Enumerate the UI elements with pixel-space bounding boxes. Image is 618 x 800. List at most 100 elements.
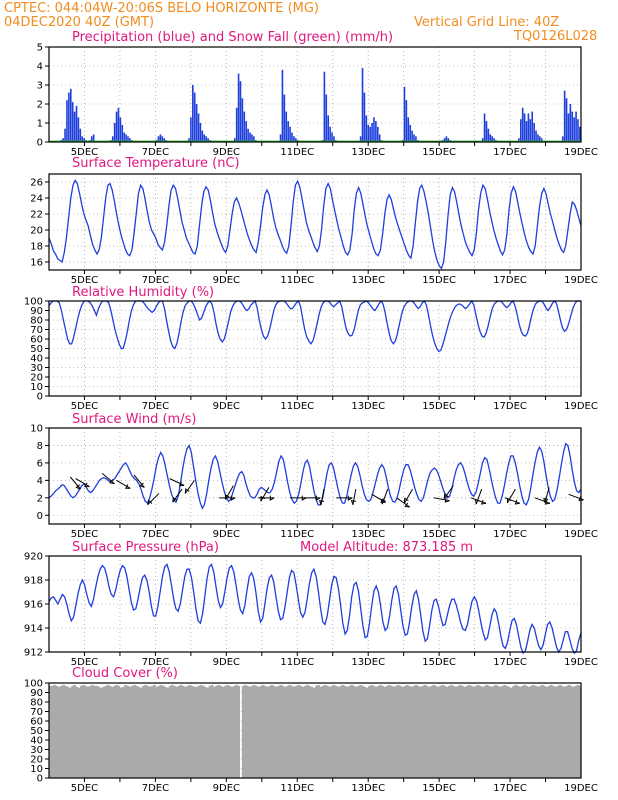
cloud-bar <box>481 686 484 778</box>
precip-bar <box>281 69 284 142</box>
wind-arrow <box>404 488 413 504</box>
rh-line <box>48 299 581 353</box>
precip-bar <box>537 134 539 142</box>
cloud-bar <box>177 685 181 778</box>
cloud-bar <box>248 686 252 778</box>
wind-frame <box>48 427 582 525</box>
cloud-bar <box>235 684 238 778</box>
pressure-line <box>48 563 582 655</box>
cloud-bar <box>421 685 425 778</box>
rh-ytick-label: 20 <box>30 373 43 384</box>
wind-arrow-head <box>543 497 549 503</box>
precip-bar <box>361 67 364 142</box>
wind-arrow-head <box>404 497 409 503</box>
precip-bar <box>365 115 368 142</box>
precip-bar <box>199 123 202 142</box>
cloud-bar <box>195 686 198 778</box>
rh-ytick-label: 90 <box>30 306 43 317</box>
pressure-date-label: 19DEC <box>564 657 598 668</box>
cloud-bar <box>368 685 371 778</box>
cloud-bar <box>525 685 529 778</box>
precip-bar <box>579 126 581 142</box>
temp-date-label: 19DEC <box>564 275 598 286</box>
cloud-bar <box>414 684 418 778</box>
cloud-bar <box>122 686 125 778</box>
precip-bar <box>71 102 74 142</box>
cloud-bar <box>162 685 165 778</box>
pressure-date-label: 5DEC <box>71 657 98 668</box>
precip-bar <box>525 121 528 142</box>
wind-ytick-label: 0 <box>37 511 43 522</box>
precip-date-label: 17DEC <box>493 147 527 158</box>
cloud-bar <box>385 685 389 778</box>
precip-bar <box>415 136 417 142</box>
cloud-bar <box>102 686 105 778</box>
cloud-bar <box>465 685 469 778</box>
precip-bar <box>111 136 114 142</box>
precip-bar <box>83 138 85 142</box>
precip-bar <box>241 98 244 142</box>
cloud-bar <box>117 685 121 778</box>
temp-date-label: 13DEC <box>351 275 385 286</box>
cloud-bar <box>164 686 167 778</box>
wind-ytick-label: 6 <box>37 458 43 469</box>
wind-arrow-head <box>269 495 275 501</box>
precip-ytick-label: 5 <box>37 43 43 54</box>
cloud-bar <box>241 685 245 778</box>
cloud-bar <box>224 685 227 778</box>
cloud-bar <box>541 684 544 778</box>
wind-arrow <box>381 488 389 505</box>
cloud-bar <box>84 685 88 778</box>
cloud-bar <box>182 685 185 778</box>
wind-arrow <box>172 488 183 503</box>
wind-arrow <box>116 479 131 489</box>
cloud-bar <box>188 684 192 778</box>
cloud-bar <box>111 686 114 778</box>
precip-bar <box>575 111 577 142</box>
cloud-bar <box>261 684 265 778</box>
wind-arrow <box>184 480 195 494</box>
cloud-bar <box>133 684 136 778</box>
cloud-bar <box>217 684 221 778</box>
rh-ytick-label: 10 <box>30 382 43 393</box>
cloud-bar <box>383 686 387 778</box>
precip-bar <box>376 126 379 142</box>
cloud-bar <box>563 686 566 778</box>
cloud-bar <box>554 686 558 778</box>
cloud-bar <box>228 685 232 778</box>
cloud-date-label: 19DEC <box>564 783 598 794</box>
wind-arrow <box>224 485 234 500</box>
wind-arrow-head <box>315 495 321 501</box>
cloud-bar <box>270 684 274 778</box>
precip-bar <box>253 136 255 142</box>
precip-bar <box>518 138 520 142</box>
wind-arrow-head <box>514 499 520 505</box>
cloud-ytick-label: 50 <box>30 726 43 737</box>
cloud-bar <box>470 685 473 778</box>
rh-ytick-label: 100 <box>24 297 43 308</box>
precip-bar <box>577 119 579 142</box>
cloud-bar <box>201 685 205 778</box>
cloud-bar <box>401 686 405 778</box>
rh-date-label: 7DEC <box>142 401 169 412</box>
cloud-bar <box>514 684 518 778</box>
wind-title: Surface Wind (m/s) <box>72 412 196 427</box>
cloud-ytick-label: 70 <box>30 707 43 718</box>
cloud-bar <box>359 684 362 778</box>
cloud-bar <box>113 685 116 778</box>
precip-bar <box>359 136 362 142</box>
precip-date-label: 15DEC <box>422 147 456 158</box>
cloud-bar <box>388 684 391 778</box>
wind-date-label: 5DEC <box>71 529 98 540</box>
wind-arrow <box>506 488 516 504</box>
rh-ytick-label: 70 <box>30 325 43 336</box>
cloud-date-label: 13DEC <box>351 783 385 794</box>
cloud-bar <box>93 685 96 778</box>
cloud-ytick-label: 0 <box>37 774 43 785</box>
cloud-bar <box>321 685 325 778</box>
cloud-bar <box>408 685 411 778</box>
rh-date-label: 11DEC <box>280 401 314 412</box>
cloud-bar <box>135 685 139 778</box>
cloud-bar <box>530 685 533 778</box>
precip-bar <box>62 138 64 142</box>
